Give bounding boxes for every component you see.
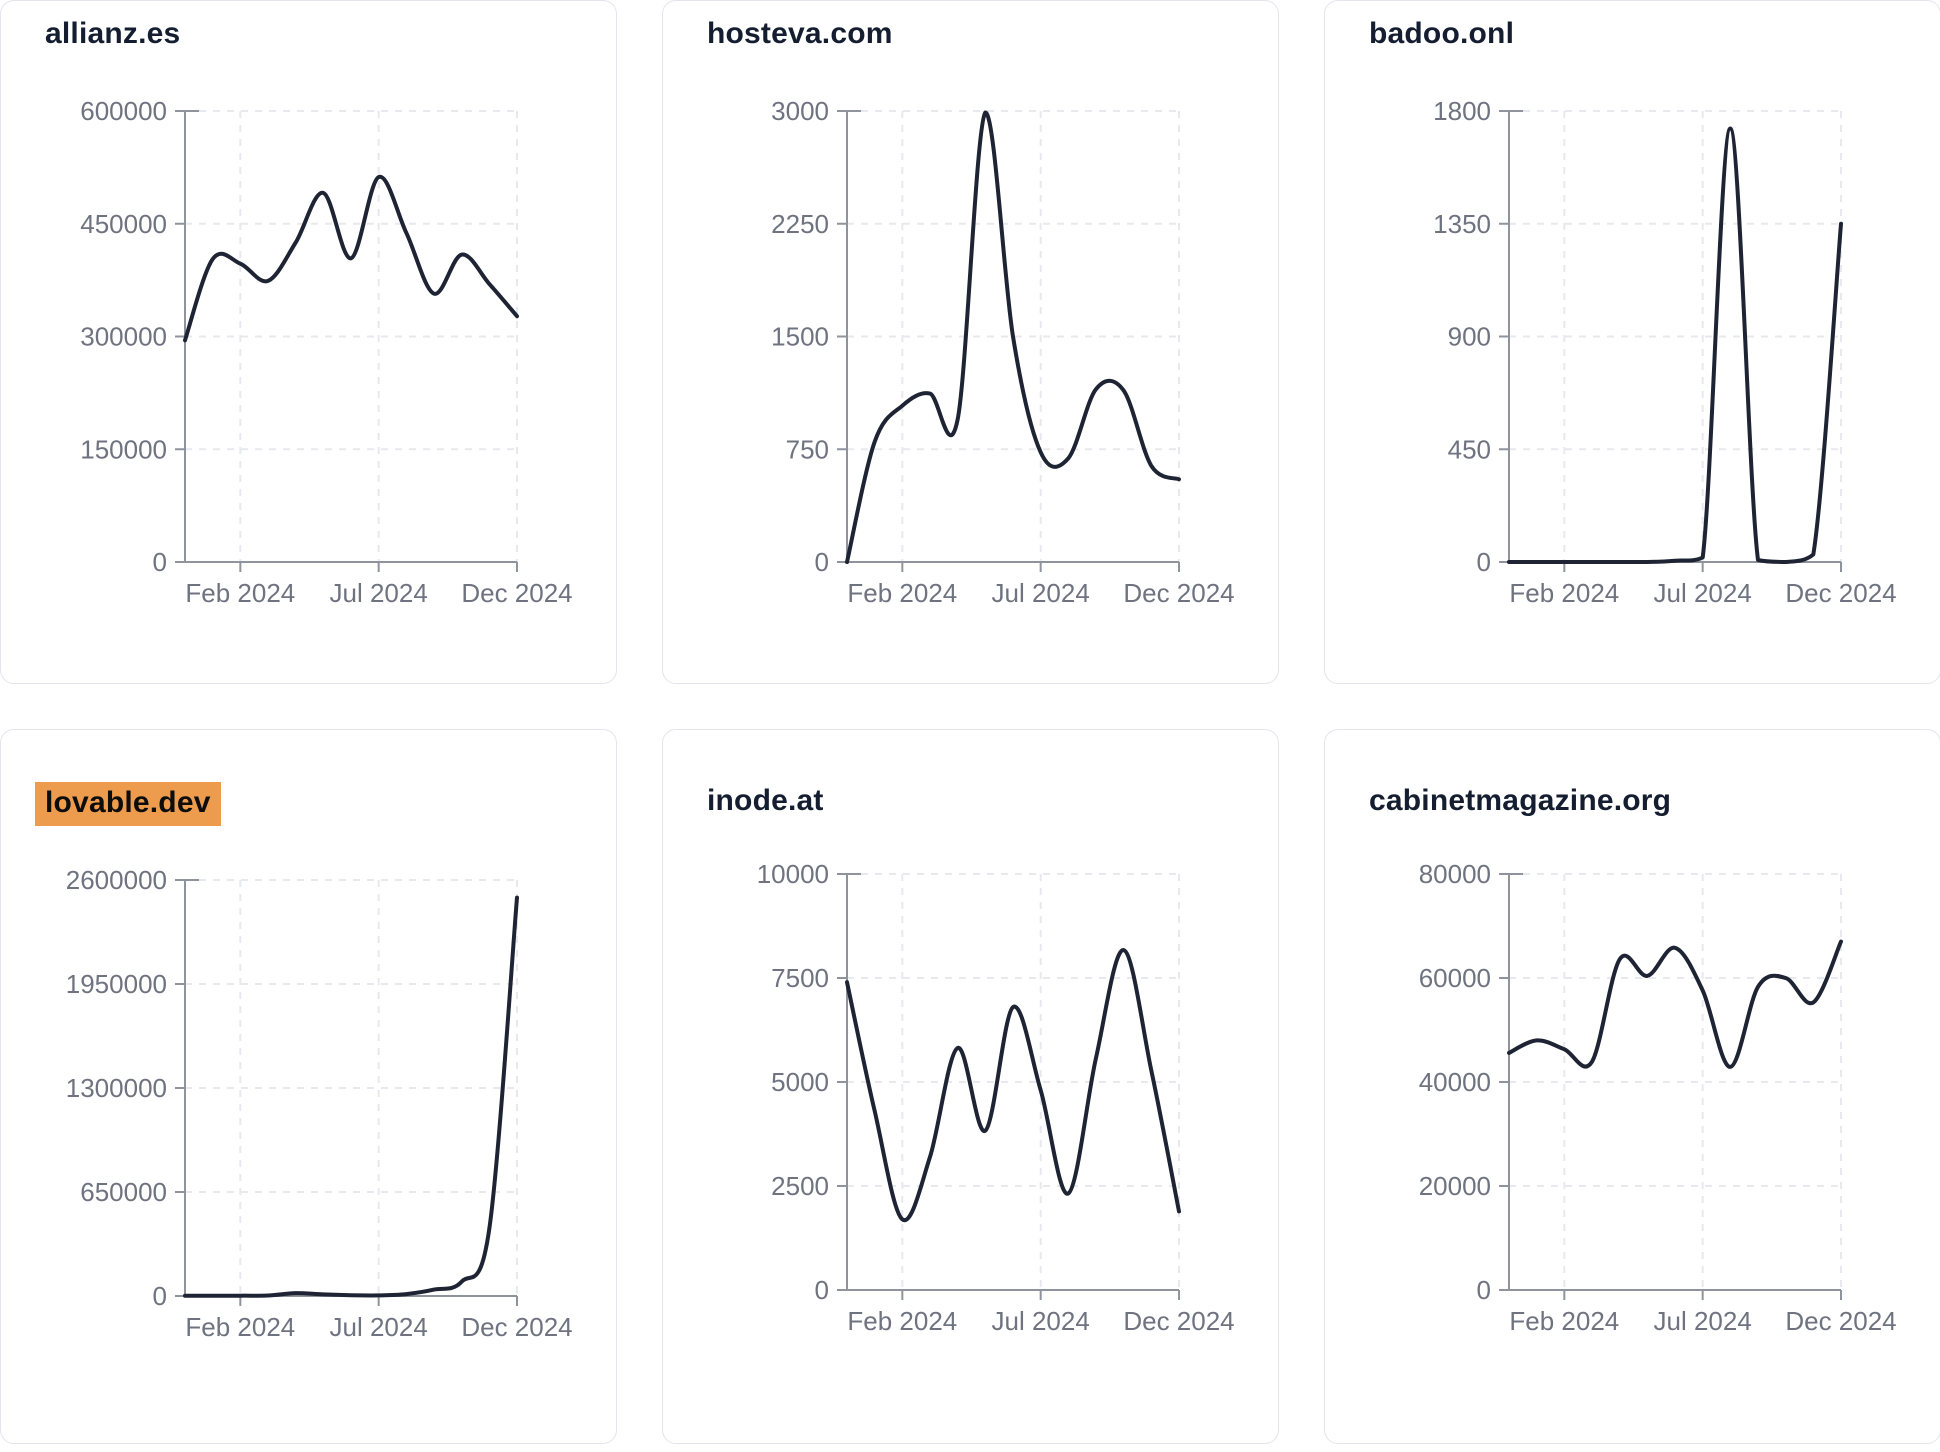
x-tick-label: Feb 2024 bbox=[185, 1312, 295, 1342]
series-line bbox=[1507, 939, 1843, 1069]
chart-title: badoo.onl bbox=[1369, 17, 1515, 50]
chart-title: inode.at bbox=[707, 784, 824, 817]
y-tick-label: 10000 bbox=[757, 859, 829, 889]
x-tick-label: Jul 2024 bbox=[330, 1312, 428, 1342]
y-tick-label: 2500 bbox=[771, 1171, 829, 1201]
y-tick-label: 2600000 bbox=[66, 865, 167, 895]
x-tick-label: Jul 2024 bbox=[1654, 578, 1752, 608]
y-tick-label: 0 bbox=[1477, 547, 1491, 577]
line-chart: 0 20000 40000 60000 80000 Feb 2024 Jul 2024 Dec… bbox=[1419, 859, 1897, 1336]
series-line bbox=[183, 895, 519, 1298]
y-tick-label: 900 bbox=[1448, 322, 1491, 352]
y-tick-label: 600000 bbox=[80, 96, 167, 126]
chart-title-row: hosteva.com bbox=[707, 15, 1278, 53]
y-tick-label: 450000 bbox=[80, 209, 167, 239]
x-tick-label: Feb 2024 bbox=[847, 1306, 957, 1336]
x-tick-label: Jul 2024 bbox=[992, 1306, 1090, 1336]
y-tick-label: 5000 bbox=[771, 1067, 829, 1097]
y-tick-label: 450 bbox=[1448, 434, 1491, 464]
chart-title-row: cabinetmagazine.org bbox=[1369, 782, 1940, 820]
y-tick-label: 0 bbox=[153, 1281, 167, 1311]
y-tick-label: 0 bbox=[153, 547, 167, 577]
y-tick-label: 20000 bbox=[1419, 1171, 1491, 1201]
x-tick-label: Feb 2024 bbox=[185, 578, 295, 608]
x-tick-label: Jul 2024 bbox=[992, 578, 1090, 608]
x-tick-label: Dec 2024 bbox=[461, 578, 572, 608]
chart-title-row: allianz.es bbox=[45, 15, 616, 53]
chart-card-lovable-dev: lovable.dev 0 650000 1300000 1950000 2600000… bbox=[0, 729, 617, 1444]
y-tick-label: 1800 bbox=[1433, 96, 1491, 126]
y-tick-label: 0 bbox=[815, 547, 829, 577]
y-tick-label: 1950000 bbox=[66, 969, 167, 999]
x-tick-label: Dec 2024 bbox=[461, 1312, 572, 1342]
y-tick-label: 150000 bbox=[80, 434, 167, 464]
y-tick-label: 0 bbox=[1477, 1275, 1491, 1305]
x-tick-label: Dec 2024 bbox=[1123, 578, 1234, 608]
x-tick-label: Feb 2024 bbox=[1509, 1306, 1619, 1336]
y-tick-label: 0 bbox=[815, 1275, 829, 1305]
line-chart: 0 650000 1300000 1950000 2600000 Feb 2024 Jul … bbox=[66, 865, 573, 1342]
y-tick-label: 750 bbox=[786, 434, 829, 464]
y-tick-label: 80000 bbox=[1419, 859, 1491, 889]
x-tick-label: Dec 2024 bbox=[1123, 1306, 1234, 1336]
chart-card-inode-at: inode.at 0 2500 5000 7500 10000 Feb 2024 Jul 2… bbox=[662, 729, 1279, 1444]
x-tick-label: Feb 2024 bbox=[847, 578, 957, 608]
line-chart: 0 150000 300000 450000 600000 Feb 2024 Jul 202… bbox=[80, 96, 572, 608]
series-line bbox=[183, 175, 519, 343]
chart-card-badoo-onl: badoo.onl 0 450 900 1350 1800 Feb 2024 Jul 202… bbox=[1324, 0, 1940, 684]
chart-title-row: inode.at bbox=[707, 782, 1278, 820]
y-tick-label: 7500 bbox=[771, 963, 829, 993]
y-tick-label: 2250 bbox=[771, 209, 829, 239]
x-tick-label: Dec 2024 bbox=[1785, 578, 1896, 608]
chart-title-row: lovable.dev bbox=[35, 782, 616, 826]
chart-title: allianz.es bbox=[45, 17, 181, 50]
chart-title-row: badoo.onl bbox=[1369, 15, 1940, 53]
series-line bbox=[845, 948, 1181, 1223]
series-line bbox=[1507, 126, 1843, 564]
y-tick-label: 1500 bbox=[771, 322, 829, 352]
x-tick-label: Feb 2024 bbox=[1509, 578, 1619, 608]
y-tick-label: 650000 bbox=[80, 1177, 167, 1207]
y-tick-label: 300000 bbox=[80, 322, 167, 352]
chart-card-allianz-es: allianz.es 0 150000 300000 450000 600000 Feb … bbox=[0, 0, 617, 684]
chart-card-hosteva-com: hosteva.com 0 750 1500 2250 3000 Feb 2024 Jul … bbox=[662, 0, 1279, 684]
x-tick-label: Dec 2024 bbox=[1785, 1306, 1896, 1336]
line-chart: 0 450 900 1350 1800 Feb 2024 Jul 2024 Dec 2024 bbox=[1433, 96, 1897, 608]
y-tick-label: 40000 bbox=[1419, 1067, 1491, 1097]
line-chart: 0 2500 5000 7500 10000 Feb 2024 Jul 2024 Dec 20… bbox=[757, 859, 1235, 1336]
chart-title-highlighted: lovable.dev bbox=[35, 782, 221, 826]
chart-title: cabinetmagazine.org bbox=[1369, 784, 1672, 817]
series-line bbox=[845, 110, 1181, 564]
x-tick-label: Jul 2024 bbox=[330, 578, 428, 608]
chart-title: hosteva.com bbox=[707, 17, 893, 50]
y-tick-label: 3000 bbox=[771, 96, 829, 126]
x-tick-label: Jul 2024 bbox=[1654, 1306, 1752, 1336]
y-tick-label: 60000 bbox=[1419, 963, 1491, 993]
y-tick-label: 1350 bbox=[1433, 209, 1491, 239]
chart-card-cabinetmagazine-org: cabinetmagazine.org 0 20000 40000 60000 8000… bbox=[1324, 729, 1940, 1444]
y-tick-label: 1300000 bbox=[66, 1073, 167, 1103]
line-chart: 0 750 1500 2250 3000 Feb 2024 Jul 2024 Dec 2024 bbox=[771, 96, 1235, 608]
